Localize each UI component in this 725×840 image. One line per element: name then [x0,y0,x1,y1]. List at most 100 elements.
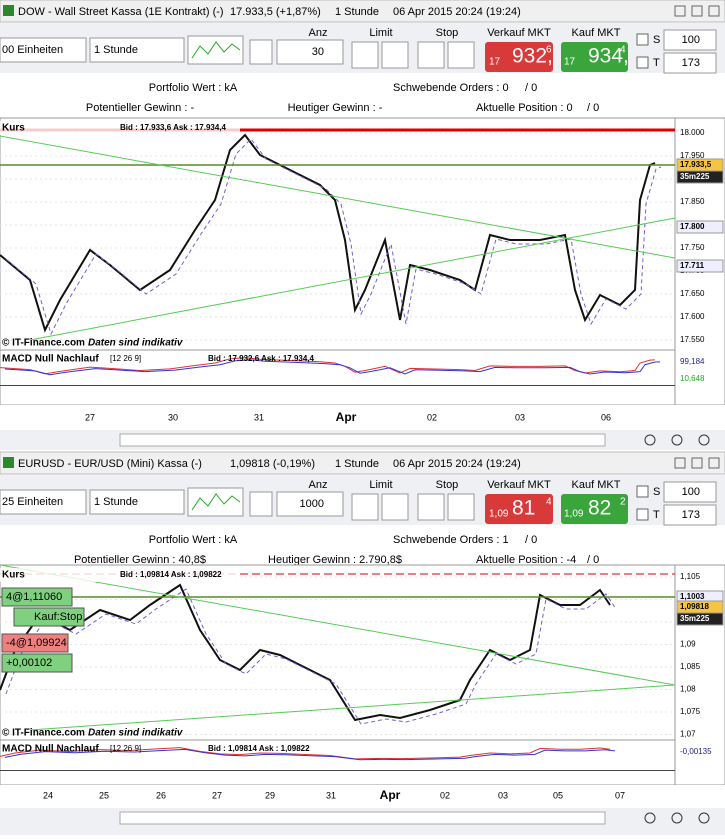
settings-button[interactable] [249,39,273,65]
bid-ask: Bid : 17.933,6 Ask : 17.934,4 [120,123,227,132]
chart-label: Kurs [2,123,25,134]
scroll-track[interactable] [119,433,606,447]
line [0,135,676,259]
s-checkbox[interactable] [636,485,649,498]
zoom-in-button[interactable] [644,434,656,446]
fit-button[interactable] [698,812,710,824]
buy-label: Kauf MKT [572,479,621,491]
minimize-button[interactable] [674,457,686,469]
minimize-button[interactable] [674,5,686,17]
units: 25 Einheiten [2,496,63,508]
anz-input[interactable] [276,491,344,517]
s-input[interactable] [663,29,717,51]
macd-label: MACD Null Nachlauf [2,744,99,755]
datetime: 06 Apr 2015 20:24 (19:24) [393,458,521,470]
indicator-icon [191,41,241,59]
close-button[interactable] [708,5,720,17]
price-tag-label: 17.933,5 [680,160,712,169]
buy-button[interactable] [561,42,628,72]
stop-buy[interactable] [417,493,445,521]
buy-big: 82 [588,497,611,520]
price-tick-label: 1,075 [680,707,701,716]
price-tick-label: 1,09 [680,640,696,649]
order-box[interactable] [1,587,73,607]
price-line [0,133,656,333]
limit-buy[interactable] [351,493,379,521]
indicative: Daten sind indikativ [88,338,184,349]
anz-label: Anz [309,479,328,491]
date-label: 27 [85,412,95,422]
order-box[interactable] [1,653,73,673]
t-checkbox[interactable] [636,56,649,69]
date-label: 07 [615,790,625,800]
app-icon [3,5,14,16]
t-value: 173 [682,57,700,69]
price-tick-label: 18.000 [680,128,705,137]
zoom-out-button[interactable] [671,434,683,446]
s-value: 100 [682,34,700,46]
date-label: 31 [326,790,336,800]
portfolio: Portfolio Wert : kA [149,534,238,546]
price-line [0,583,611,722]
anz-input[interactable] [276,39,344,65]
limit-sell[interactable] [381,41,409,69]
limit-label: Limit [369,479,392,491]
sell-button[interactable] [485,42,553,72]
indicator-button[interactable] [187,35,244,65]
t-input[interactable] [663,52,717,74]
pending-2: / 0 [525,534,537,546]
period-select[interactable] [89,489,185,515]
price-tag-label: 1,1003 [680,592,705,601]
app-icon [3,457,14,468]
settings-button[interactable] [249,491,273,517]
title-bar [0,0,725,23]
maximize-button[interactable] [691,457,703,469]
fit-button[interactable] [698,434,710,446]
quote: 1,09818 (-0,19%) [230,458,315,470]
sell-sup: 4 [546,497,552,508]
t-input[interactable] [663,504,717,526]
limit-buy[interactable] [351,41,379,69]
gain-potential: Potentieller Gewinn : - [86,102,195,114]
date-label: 02 [440,790,450,800]
stop-label: Stop [436,479,459,491]
units-select[interactable] [0,37,87,63]
order-box[interactable] [1,633,69,653]
buy-label: Kauf MKT [572,27,621,39]
quote: 17.933,5 (+1,87%) [230,6,321,18]
anz-value: 1000 [300,498,324,510]
date-label: 29 [265,790,275,800]
datetime: 06 Apr 2015 20:24 (19:24) [393,6,521,18]
stop-buy[interactable] [417,41,445,69]
buy-button[interactable] [561,494,628,524]
s-input[interactable] [663,481,717,503]
pending: Schwebende Orders : 0 [393,82,509,94]
zoom-in-button[interactable] [644,812,656,824]
date-label: 03 [515,412,525,422]
close-button[interactable] [708,457,720,469]
period-select[interactable] [89,37,185,63]
limit-sell[interactable] [381,493,409,521]
indicator-button[interactable] [187,487,244,517]
gain-today: Heutiger Gewinn : - [288,102,383,114]
order-box[interactable] [13,607,85,627]
stop-sell[interactable] [447,493,475,521]
units-select[interactable] [0,489,87,515]
units: 00 Einheiten [2,44,63,56]
s-checkbox[interactable] [636,33,649,46]
maximize-button[interactable] [691,5,703,17]
window-title: DOW - Wall Street Kassa (1E Kontrakt) (-… [18,6,224,18]
price-tag-label: 17.800 [680,222,705,231]
position: Aktuelle Position : -4 [476,554,576,566]
sell-button[interactable] [485,494,553,524]
moving-average [5,588,617,725]
stop-sell[interactable] [447,41,475,69]
zoom-out-button[interactable] [671,812,683,824]
macd-bid-ask: Bid : 1,09814 Ask : 1,09822 [208,744,310,753]
scroll-track[interactable] [119,811,606,825]
t-checkbox[interactable] [636,508,649,521]
macd-area [0,739,676,786]
chart-area [0,117,676,351]
period: 1 Stunde [94,496,138,508]
price-tick-label: 17.600 [680,312,705,321]
